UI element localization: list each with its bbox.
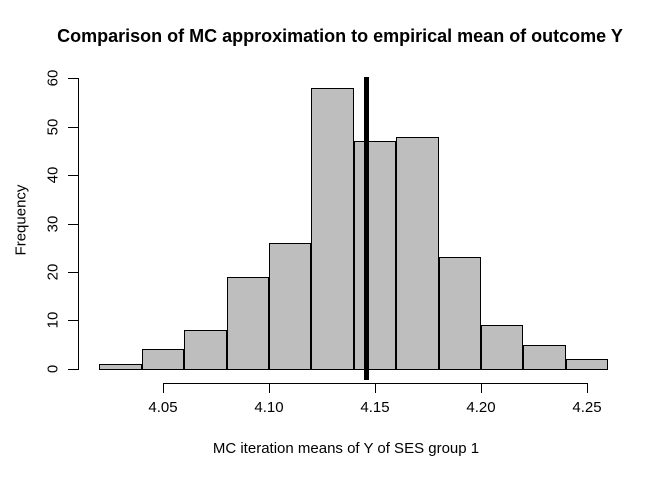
x-axis-tick [481,383,482,393]
y-tick-label: 30 [44,215,62,232]
y-axis-tick [68,78,78,80]
histogram-bar [396,136,439,370]
y-axis-tick [68,223,78,225]
x-axis-tick [375,383,376,393]
x-tick-label: 4.20 [466,399,496,416]
histogram-bar [184,330,227,370]
x-tick-label: 4.25 [572,399,602,416]
y-tick-label: 40 [44,166,62,184]
histogram-bar [481,325,524,370]
x-axis-label: MC iteration means of Y of SES group 1 [212,440,480,457]
y-axis-tick [68,175,78,177]
x-tick-label: 4.15 [360,399,390,416]
chart-title: Comparison of MC approximation to empiri… [57,26,623,46]
histogram-bar [353,141,397,370]
y-axis-tick [68,320,78,322]
histogram-bar [438,257,481,370]
histogram-bar [523,344,566,370]
y-tick-label: 0 [44,364,62,373]
histogram-bar [99,363,142,370]
histogram-bar [565,359,609,370]
y-tick-label: 10 [44,311,62,329]
y-axis-tick [68,271,78,273]
histogram-bar [311,88,354,370]
y-axis-tick [68,126,78,128]
y-axis-tick [68,368,78,370]
x-axis-tick [587,383,588,393]
histogram-bar [141,349,185,370]
x-axis-tick [163,383,164,393]
x-tick-label: 4.10 [254,399,284,416]
x-tick-label: 4.05 [148,399,178,416]
histogram-bar [226,276,269,370]
y-tick-label: 50 [44,118,62,136]
y-axis-label: Frequency [12,184,30,256]
mean-line [364,77,370,380]
y-tick-label: 20 [44,263,62,281]
histogram-bar [269,242,312,370]
x-axis-tick [269,383,270,393]
y-axis-line [78,78,79,370]
y-tick-label: 60 [44,70,62,87]
